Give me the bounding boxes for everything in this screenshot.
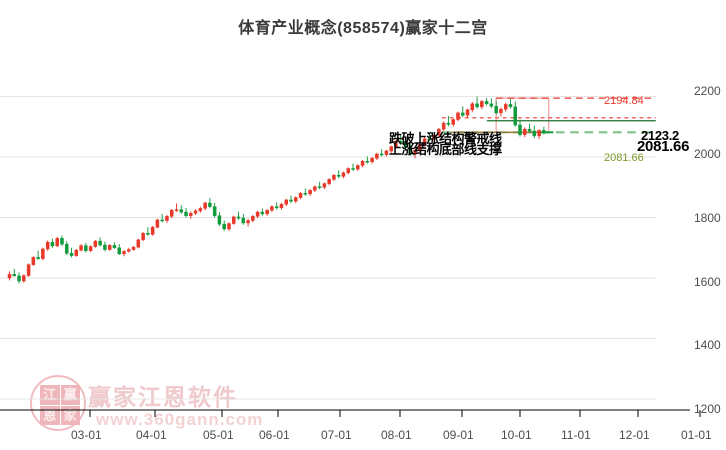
x-axis-tick-label: 05-01	[203, 428, 234, 442]
watermark-url: www.360gann.com	[96, 410, 264, 429]
candlestick-plot	[0, 96, 656, 400]
y-axis-tick-label: 1400	[694, 338, 721, 353]
x-axis	[0, 409, 701, 417]
x-axis-tick-label: 12-01	[619, 428, 650, 442]
price-tag-mid: 2123.2	[641, 128, 679, 143]
x-axis-ticks	[89, 410, 701, 417]
candle-series	[7, 96, 546, 284]
price-tag-last: 2081.66	[637, 138, 690, 155]
seal-char-1: 江	[40, 385, 60, 405]
x-axis-tick-label: 06-01	[259, 428, 290, 442]
y-axis-tick-label: 2200	[694, 83, 721, 98]
gridlines	[0, 96, 656, 400]
x-axis-tick-label: 11-01	[561, 428, 591, 442]
y-axis-tick-label: 1800	[694, 211, 721, 226]
x-axis-tick-label: 08-01	[381, 428, 412, 442]
page-title: 体育产业概念(858574)赢家十二宫	[238, 20, 488, 37]
seal-grid: 江 赢 恩 家	[40, 385, 80, 425]
y-axis-tick-label: 1600	[694, 274, 721, 289]
y-axis-tick-label: 2000	[694, 147, 721, 162]
price-tag-low: 2081.66	[604, 152, 644, 164]
seal-char-2: 赢	[60, 385, 80, 405]
x-axis-tick-label: 04-01	[136, 428, 167, 442]
seal-logo: 江 赢 恩 家	[30, 375, 86, 431]
price-tag-high: 2194.84	[604, 95, 644, 107]
highlight-box	[495, 97, 550, 133]
annotation-support-line: 上涨结构底部线支撑	[389, 142, 502, 157]
y-axis-tick-label: 1200	[694, 402, 721, 416]
x-axis-tick-label: 10-01	[501, 428, 532, 442]
x-axis-tick-label: 03-01	[71, 428, 102, 442]
x-axis-tick-label: 07-01	[321, 428, 352, 442]
annotation-warn-line: 跌破上涨结构警戒线	[389, 131, 502, 146]
x-axis-tick-label: 09-01	[443, 428, 474, 442]
x-axis-tick-label: 01-01	[681, 428, 712, 442]
watermark-brand: 赢家江恩软件	[88, 384, 238, 410]
